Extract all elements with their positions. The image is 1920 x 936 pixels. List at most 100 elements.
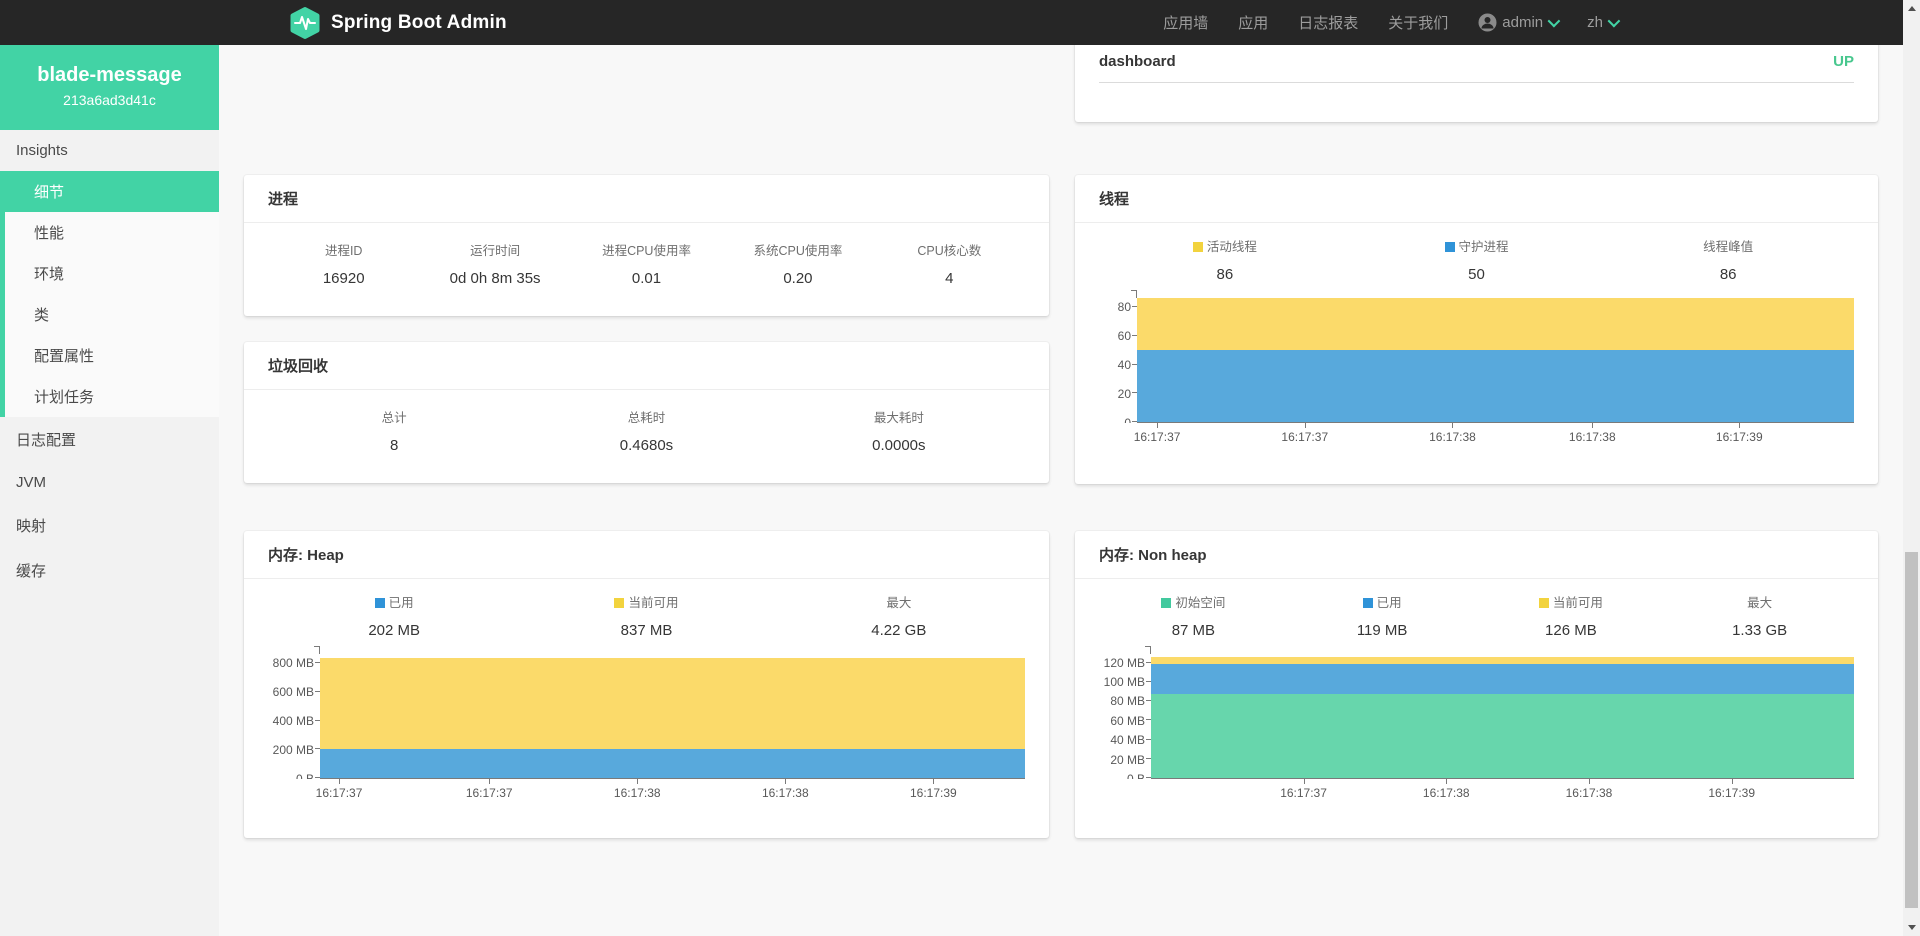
x-tick-label: 16:17:37 bbox=[315, 786, 363, 800]
legend-swatch-icon bbox=[614, 598, 625, 608]
metric-value: 0.4680s bbox=[619, 437, 674, 454]
user-icon bbox=[1478, 13, 1497, 32]
user-menu[interactable]: admin bbox=[1463, 13, 1572, 32]
tick-mark bbox=[489, 779, 491, 784]
metric-label-text: 当前可用 bbox=[1552, 596, 1603, 610]
process-metrics: 进程ID 16920 运行时间 0d 0h 8m 35s 进程CPU使用率 0.01 系统C… bbox=[268, 243, 1025, 289]
sidebar-item-details[interactable]: 细节 bbox=[5, 171, 219, 212]
metric-value: 4 bbox=[945, 270, 954, 287]
area-layer bbox=[1151, 694, 1854, 778]
y-tick-label: 0 bbox=[1124, 416, 1131, 423]
sidebar-item-label: Insights bbox=[16, 142, 68, 159]
metric-value: 126 MB bbox=[1545, 622, 1597, 639]
scroll-up-button[interactable] bbox=[1903, 0, 1920, 17]
navbar-link[interactable]: 应用 bbox=[1238, 15, 1269, 32]
sidebar-item-mappings[interactable]: 映射 bbox=[0, 503, 219, 548]
scrollbar[interactable] bbox=[1903, 0, 1920, 936]
sidebar-item-classes[interactable]: 类 bbox=[5, 294, 219, 335]
scrollbar-thumb[interactable] bbox=[1905, 552, 1918, 908]
metric-label-text: 运行时间 bbox=[470, 244, 521, 258]
tick-mark bbox=[315, 748, 320, 750]
y-tick-label: 600 MB bbox=[272, 685, 314, 700]
sidebar-item-environment[interactable]: 环境 bbox=[5, 253, 219, 294]
instance-header-card: dashboard UP bbox=[1075, 35, 1878, 122]
metric: 进程CPU使用率 0.01 bbox=[571, 243, 722, 289]
tick-mark bbox=[1303, 779, 1305, 784]
metric-label-text: CPU核心数 bbox=[917, 244, 982, 258]
tick-mark bbox=[1146, 719, 1151, 721]
brand[interactable]: Spring Boot Admin bbox=[288, 6, 507, 40]
metric-label: 初始空间 bbox=[1099, 595, 1288, 612]
metric-value: 119 MB bbox=[1356, 622, 1408, 639]
scroll-down-button[interactable] bbox=[1903, 919, 1920, 936]
x-tick-label: 16:17:39 bbox=[909, 786, 957, 800]
metric-value: 202 MB bbox=[368, 622, 421, 639]
x-tick-label: 16:17:38 bbox=[613, 786, 661, 800]
axis-cap bbox=[1145, 646, 1151, 654]
plot-area bbox=[1131, 290, 1854, 423]
gc-metrics: 总计 8 总耗时 0.4680s 最大耗时 0.0000s bbox=[268, 410, 1025, 456]
metric: 最大 1.33 GB bbox=[1665, 595, 1854, 641]
memory-nonheap-card: 内存: Non heap 初始空间 87 MB 已用 119 MB 当前可用 126 MB… bbox=[1075, 531, 1878, 838]
metric: 线程峰值 86 bbox=[1602, 239, 1854, 285]
y-tick-label: 60 bbox=[1117, 329, 1131, 344]
language-label: zh bbox=[1587, 14, 1603, 31]
navbar-link[interactable]: 应用墙 bbox=[1163, 15, 1209, 32]
tick-mark bbox=[1157, 423, 1159, 428]
metric-label-text: 系统CPU使用率 bbox=[753, 244, 843, 258]
metric-label-text: 线程峰值 bbox=[1703, 240, 1754, 254]
metric: 守护进程 50 bbox=[1351, 239, 1603, 285]
metric-value: 8 bbox=[389, 437, 399, 454]
y-tick-label: 60 MB bbox=[1110, 713, 1145, 728]
divider bbox=[1099, 82, 1854, 83]
x-tick-label: 16:17:38 bbox=[1422, 786, 1470, 800]
nonheap-card-title: 内存: Non heap bbox=[1075, 531, 1878, 579]
tick-mark bbox=[1739, 423, 1741, 428]
navbar-link[interactable]: 日志报表 bbox=[1298, 15, 1359, 32]
language-menu[interactable]: zh bbox=[1572, 14, 1632, 31]
tick-mark bbox=[1146, 738, 1151, 740]
tick-mark bbox=[315, 662, 320, 664]
metric: 当前可用 126 MB bbox=[1477, 595, 1666, 641]
x-axis: 16:17:37 16:17:37 16:17:38 16:17:38 16:17:39 bbox=[316, 779, 1025, 803]
x-tick-label: 16:17:38 bbox=[761, 786, 809, 800]
x-tick-label: 16:17:38 bbox=[1568, 430, 1616, 444]
metric-label: 进程ID bbox=[268, 243, 419, 260]
sidebar-item-caches[interactable]: 缓存 bbox=[0, 548, 219, 593]
metric-label: 总计 bbox=[268, 410, 520, 427]
sidebar-item-configuration-properties[interactable]: 配置属性 bbox=[5, 335, 219, 376]
sidebar-item-performance[interactable]: 性能 bbox=[5, 212, 219, 253]
heap-card-title: 内存: Heap bbox=[244, 531, 1049, 579]
tick-mark bbox=[933, 779, 935, 784]
metric: 进程ID 16920 bbox=[268, 243, 419, 289]
sidebar-header: blade-message 213a6ad3d41c bbox=[0, 45, 219, 130]
y-tick-label: 20 bbox=[1117, 387, 1131, 402]
garbage-collection-card: 垃圾回收 总计 8 总耗时 0.4680s 最大耗时 0.0000s bbox=[244, 342, 1049, 483]
plot-area bbox=[1145, 646, 1854, 779]
metric-value: 837 MB bbox=[620, 622, 673, 639]
metric-label-text: 活动线程 bbox=[1206, 240, 1257, 254]
x-tick-label: 16:17:37 bbox=[1133, 430, 1181, 444]
gc-card-title: 垃圾回收 bbox=[244, 342, 1049, 390]
area-layer bbox=[1137, 350, 1854, 422]
metric-value: 86 bbox=[1719, 266, 1737, 283]
navbar-link[interactable]: 关于我们 bbox=[1388, 15, 1449, 32]
metric-value: 87 MB bbox=[1171, 622, 1216, 639]
process-card-title: 进程 bbox=[244, 175, 1049, 223]
threads-legend: 活动线程 86 守护进程 50 线程峰值 86 bbox=[1099, 239, 1854, 285]
y-axis: 0 20 40 60 80 bbox=[1099, 297, 1137, 423]
y-tick-label: 0 B bbox=[295, 772, 314, 779]
metric-value: 86 bbox=[1216, 266, 1234, 283]
sidebar-item-label: 缓存 bbox=[16, 563, 47, 580]
metric-label-text: 已用 bbox=[1376, 596, 1402, 610]
sidebar-item-jvm[interactable]: JVM bbox=[0, 462, 219, 503]
y-axis: 0 B 20 MB 40 MB 60 MB 80 MB 100 MB 120 MB bbox=[1099, 653, 1151, 779]
metric-label-text: 已用 bbox=[388, 596, 414, 610]
tick-mark bbox=[1588, 779, 1590, 784]
sidebar-item-loggers[interactable]: 日志配置 bbox=[0, 417, 219, 462]
triangle-down-icon bbox=[1907, 925, 1916, 930]
tick-mark bbox=[637, 779, 639, 784]
tick-mark bbox=[1146, 661, 1151, 663]
sidebar-item-scheduled-tasks[interactable]: 计划任务 bbox=[5, 376, 219, 417]
metric: 最大耗时 0.0000s bbox=[773, 410, 1025, 456]
